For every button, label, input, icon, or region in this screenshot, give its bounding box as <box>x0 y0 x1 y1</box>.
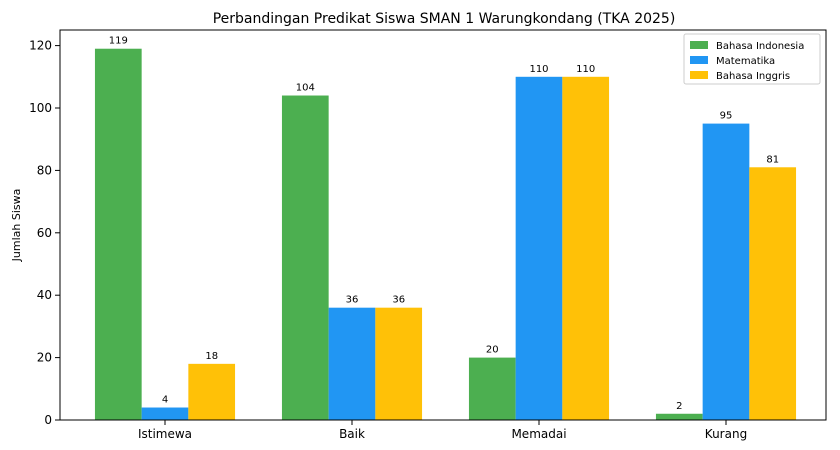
bar-baik-bahasa-indonesia <box>281 95 329 421</box>
data-label: 20 <box>486 345 499 356</box>
bar-kurang-bahasa-inggris <box>749 167 797 420</box>
bar-baik-bahasa-inggris <box>375 307 423 420</box>
bar-memadai-bahasa-inggris <box>562 76 610 421</box>
y-tick-label: 120 <box>29 39 52 53</box>
y-tick-label: 0 <box>44 413 52 427</box>
legend-swatch <box>690 41 708 49</box>
data-label: 81 <box>766 154 779 165</box>
bar-kurang-matematika <box>702 123 750 420</box>
x-tick-label: Baik <box>339 427 365 441</box>
y-tick-label: 60 <box>37 226 52 240</box>
data-label: 36 <box>346 295 359 306</box>
y-tick-label: 80 <box>37 163 52 177</box>
data-label: 110 <box>576 64 595 75</box>
legend-entry: Matematika <box>716 56 775 67</box>
y-tick-label: 100 <box>29 101 52 115</box>
legend-box <box>683 33 821 85</box>
data-label: 104 <box>296 83 315 94</box>
data-label: 110 <box>529 64 548 75</box>
data-label: 36 <box>392 295 405 306</box>
data-label: 2 <box>676 401 682 412</box>
x-tick-label: Memadai <box>511 427 566 441</box>
x-axis: Istimewa Baik Memadai Kurang <box>138 420 747 441</box>
data-label: 18 <box>205 351 218 362</box>
bars-group <box>94 48 797 421</box>
chart-title: Perbandingan Predikat Siswa SMAN 1 Warun… <box>213 11 676 27</box>
data-labels-group: 119 4 18 104 36 36 20 110 110 2 95 81 <box>109 36 779 412</box>
bar-memadai-bahasa-indonesia <box>468 357 516 420</box>
x-tick-label: Istimewa <box>138 427 192 441</box>
y-tick-label: 20 <box>37 351 52 365</box>
bar-istimewa-bahasa-indonesia <box>94 48 142 420</box>
data-label: 4 <box>162 395 168 406</box>
data-label: 119 <box>109 36 128 47</box>
y-axis: 0 20 40 60 80 100 120 <box>29 39 60 427</box>
x-tick-label: Kurang <box>705 427 747 441</box>
bar-istimewa-bahasa-inggris <box>188 363 236 420</box>
legend-swatch <box>690 71 708 79</box>
y-axis-label: Jumlah Siswa <box>10 189 23 263</box>
plot-frame <box>59 29 827 421</box>
bar-kurang-bahasa-indonesia <box>655 413 703 420</box>
bar-istimewa-matematika <box>141 407 189 420</box>
legend: Bahasa Indonesia Matematika Bahasa Inggris <box>683 33 821 85</box>
data-label: 95 <box>720 111 733 122</box>
legend-entry: Bahasa Inggris <box>716 71 790 82</box>
bar-baik-matematika <box>328 307 376 420</box>
y-tick-label: 40 <box>37 288 52 302</box>
legend-entry: Bahasa Indonesia <box>716 41 804 52</box>
legend-swatch <box>690 56 708 64</box>
bar-memadai-matematika <box>515 76 563 421</box>
